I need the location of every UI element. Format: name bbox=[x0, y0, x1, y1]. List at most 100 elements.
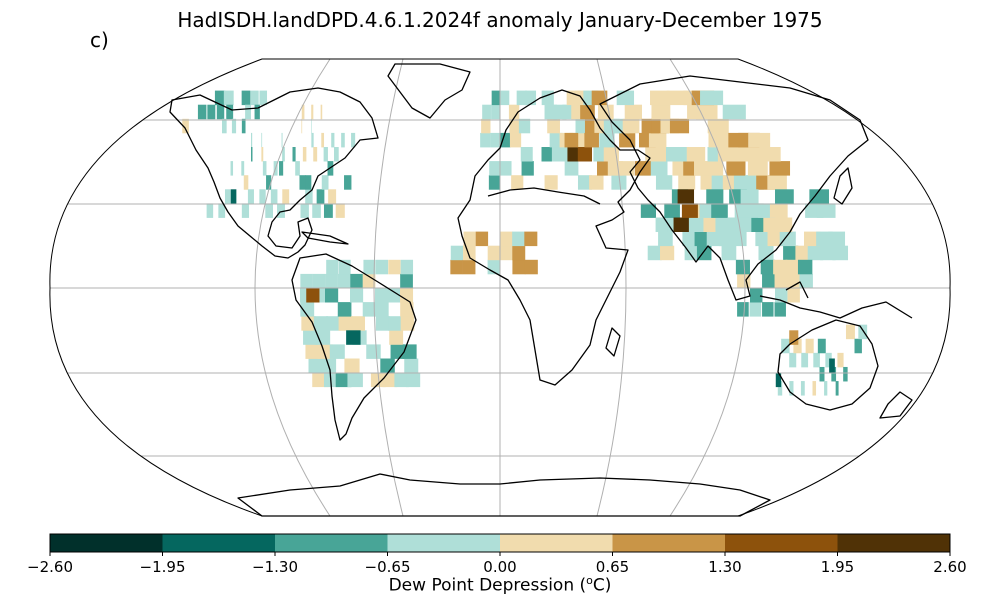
anomaly-cell bbox=[350, 288, 364, 303]
anomaly-cell bbox=[832, 245, 849, 261]
anomaly-cell bbox=[831, 366, 837, 382]
anomaly-cell bbox=[774, 302, 786, 317]
anomaly-cell bbox=[807, 245, 824, 261]
anomaly-cell bbox=[347, 372, 363, 388]
anomaly-cell bbox=[400, 316, 415, 331]
anomaly-cell bbox=[816, 203, 836, 218]
anomaly-cell bbox=[547, 118, 560, 134]
anomaly-cell bbox=[800, 381, 805, 396]
anomaly-cell bbox=[351, 316, 366, 331]
anomaly-cell bbox=[337, 302, 352, 317]
colorbar-label: Dew Point Depression (oC) bbox=[388, 574, 612, 596]
anomaly-cell bbox=[182, 118, 189, 134]
anomaly-cell bbox=[703, 217, 720, 232]
anomaly-cell bbox=[400, 302, 414, 317]
anomaly-cell bbox=[509, 132, 522, 148]
anomaly-cell bbox=[482, 104, 491, 120]
anomaly-cell bbox=[500, 90, 510, 106]
anomaly-cell bbox=[241, 161, 245, 176]
anomaly-cell bbox=[487, 245, 501, 261]
anomaly-cell bbox=[316, 189, 325, 204]
anomaly-cell bbox=[300, 302, 315, 317]
anomaly-cell bbox=[325, 288, 339, 303]
anomaly-cell bbox=[787, 288, 800, 303]
coast-asia bbox=[599, 75, 869, 301]
anomaly-cell bbox=[511, 175, 524, 190]
anomaly-cell bbox=[759, 147, 781, 162]
anomaly-cell bbox=[618, 161, 635, 176]
anomaly-cell bbox=[787, 273, 801, 289]
anomaly-cell bbox=[402, 344, 417, 359]
coast-greenland bbox=[387, 63, 471, 119]
anomaly-cell bbox=[335, 203, 345, 218]
graticule-lon-60w bbox=[373, 59, 404, 516]
anomaly-cell bbox=[789, 330, 799, 345]
anomaly-cell bbox=[259, 90, 268, 106]
anomaly-cell bbox=[678, 175, 696, 190]
anomaly-cell bbox=[262, 161, 267, 176]
anomaly-cell bbox=[767, 175, 787, 190]
anomaly-cell bbox=[817, 338, 826, 354]
anomaly-cell bbox=[651, 104, 671, 120]
anomaly-cell bbox=[516, 90, 528, 106]
anomaly-cell bbox=[708, 132, 729, 148]
colorbar-segment bbox=[275, 534, 388, 552]
anomaly-cell bbox=[261, 132, 263, 148]
anomaly-cell bbox=[779, 231, 796, 247]
anomaly-cell bbox=[760, 259, 775, 275]
anomaly-cell bbox=[567, 147, 582, 162]
anomaly-cell bbox=[362, 273, 376, 289]
graticule-lon-120e bbox=[669, 59, 746, 516]
anomaly-cell bbox=[331, 132, 335, 148]
anomaly-cell bbox=[589, 175, 604, 190]
anomaly-cell bbox=[400, 273, 413, 289]
anomaly-cell bbox=[251, 132, 253, 148]
anomaly-cell bbox=[323, 203, 333, 218]
anomaly-cell bbox=[406, 372, 421, 388]
anomaly-cell bbox=[375, 288, 389, 303]
anomaly-cell bbox=[382, 372, 398, 388]
anomaly-cell bbox=[509, 118, 521, 134]
anomaly-cell bbox=[747, 161, 768, 176]
colorbar-tick-label: −1.30 bbox=[252, 558, 298, 576]
anomaly-cell bbox=[767, 231, 784, 247]
anomaly-cell bbox=[721, 245, 737, 261]
colorbar-segment bbox=[612, 534, 726, 552]
anomaly-cell bbox=[463, 231, 476, 247]
colorbar-segment bbox=[725, 534, 838, 552]
anomaly-cell bbox=[762, 273, 776, 289]
anomaly-cell bbox=[326, 316, 341, 331]
anomaly-cell bbox=[197, 104, 207, 120]
anomaly-cell bbox=[321, 132, 325, 148]
colorbar bbox=[50, 534, 951, 552]
anomaly-cell bbox=[251, 147, 253, 162]
anomaly-cell bbox=[500, 161, 512, 176]
anomaly-cell bbox=[655, 217, 671, 232]
anomaly-cell bbox=[321, 175, 329, 190]
anomaly-cell bbox=[350, 273, 363, 289]
anomaly-cell bbox=[681, 203, 698, 218]
anomaly-cell bbox=[695, 104, 718, 120]
anomaly-cell bbox=[775, 288, 788, 303]
anomaly-cell bbox=[312, 273, 326, 289]
anomaly-cell bbox=[351, 132, 356, 148]
anomaly-cell bbox=[591, 90, 608, 106]
anomaly-cell bbox=[755, 231, 772, 247]
anomaly-cell bbox=[718, 231, 735, 247]
anomaly-cell bbox=[774, 273, 788, 289]
coast-north-america bbox=[169, 87, 379, 259]
anomaly-cell bbox=[400, 259, 414, 275]
anomaly-cell bbox=[312, 203, 321, 218]
anomaly-cell bbox=[750, 288, 763, 303]
coast-australia bbox=[777, 319, 879, 411]
panel-label: c) bbox=[90, 28, 109, 52]
anomaly-cell bbox=[577, 147, 593, 162]
anomaly-cell bbox=[599, 132, 615, 148]
coast-japan bbox=[833, 167, 853, 205]
anomaly-cell bbox=[775, 217, 793, 232]
anomaly-cell bbox=[773, 259, 788, 275]
colorbar-tick-label: −2.60 bbox=[27, 558, 73, 576]
anomaly-cell bbox=[218, 203, 226, 218]
anomaly-cell bbox=[247, 189, 254, 204]
anomaly-cell bbox=[259, 189, 266, 204]
